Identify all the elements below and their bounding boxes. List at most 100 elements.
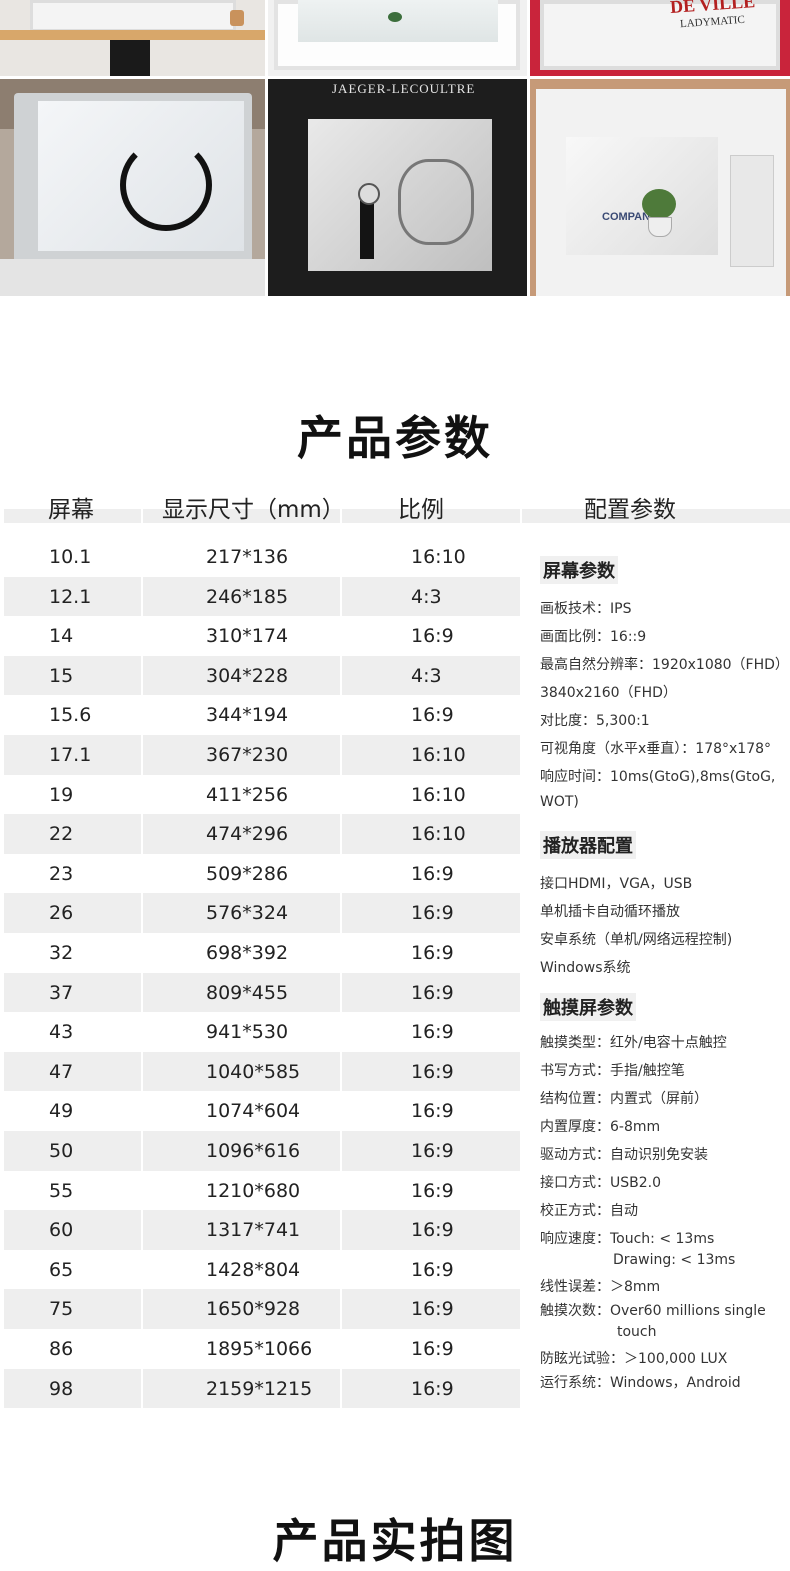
cell-screen: 75 [4,1289,141,1329]
table-row: 26 576*324 16:9 [4,893,520,933]
touch-param-line: 响应速度：Touch: < 13ms [540,1231,715,1247]
table-row: 10.1 217*136 16:10 [4,537,520,577]
cell-screen: 10.1 [49,546,92,568]
cell-size: 411*256 [206,783,289,806]
screen-param-line: 响应时间：10ms(GtoG),8ms(GtoG, [540,769,776,785]
cell-size: 809*455 [143,972,340,1013]
cell-screen: 55 [49,1179,74,1202]
cell-ratio: 16:10 [342,735,520,775]
cell-size: 474*296 [143,814,340,854]
table-row: 19 411*256 16:10 [4,775,520,815]
table-row: 37 809*455 16:9 [4,972,520,1013]
cell-screen: 19 [49,783,74,806]
cell-screen: 14 [49,625,74,648]
player-config-line: 单机插卡自动循环播放 [540,904,680,920]
touch-param-line: 运行系统：Windows，Android [540,1375,741,1391]
header-bar-col1 [4,509,141,523]
photo-bottom-middle: JAEGER-LECOULTRE [268,79,527,296]
header-bar-col4 [522,509,790,523]
touch-param-line: 结构位置：内置式（屏前） [540,1091,708,1107]
cell-size: 698*392 [206,942,289,964]
cell-size: 1428*804 [206,1258,301,1281]
screen-param-line: WOT) [540,794,579,810]
cell-ratio: 16:9 [342,1051,520,1092]
cell-ratio: 16:9 [342,893,520,933]
table-row: 50 1096*616 16:9 [4,1131,520,1171]
table-row: 86 1895*1066 16:9 [4,1329,520,1369]
cell-ratio: 16:9 [411,704,454,727]
header-ratio: 比例 [398,497,444,523]
cell-screen: 65 [49,1258,74,1281]
cell-ratio: 16:9 [342,972,520,1013]
touch-param-line: 线性误差：＞8mm [540,1279,661,1295]
header-bar-col3 [342,509,520,523]
cell-size: 1650*928 [143,1289,340,1329]
cell-ratio: 16:9 [411,1338,454,1360]
cell-ratio: 16:10 [342,814,520,854]
cell-ratio: 16:9 [411,1100,454,1123]
screen-params-heading: 屏幕参数 [540,556,618,584]
table-row: 14 310*174 16:9 [4,616,520,656]
cell-screen: 15.6 [49,704,92,727]
screen-param-line: 最高自然分辨率：1920x1080（FHD） [540,657,789,673]
cell-ratio: 16:9 [411,862,454,885]
table-row: 98 2159*1215 16:9 [4,1368,520,1409]
player-config-heading: 播放器配置 [540,831,636,859]
cell-ratio: 16:9 [411,1179,454,1202]
cell-ratio: 16:9 [411,625,454,648]
player-config-line: Windows系统 [540,960,631,976]
cell-size: 2159*1215 [143,1368,340,1409]
cell-ratio: 4:3 [342,576,520,617]
header-size: 显示尺寸（mm） [162,497,345,523]
table-row: 43 941*530 16:9 [4,1012,520,1052]
cell-screen: 86 [49,1338,74,1360]
cell-size: 1210*680 [206,1179,301,1202]
photo-bottom-right: COMPANY [530,79,790,296]
cell-ratio: 16:9 [342,1210,520,1250]
cell-size: 1040*585 [143,1051,340,1092]
params-section-title: 产品参数 [297,411,493,465]
header-config: 配置参数 [584,497,676,523]
product-photo-grid: DE VILLE LADYMATIC JAEGER-LECOULTRE COMP… [0,0,790,296]
cell-size: 1895*1066 [206,1338,313,1360]
table-row: 32 698*392 16:9 [4,933,520,973]
table-row: 75 1650*928 16:9 [4,1289,520,1329]
cell-screen: 50 [4,1131,141,1171]
touch-param-line: 书写方式：手指/触控笔 [540,1063,685,1079]
player-config-line: 接口HDMI，VGA，USB [540,876,693,892]
photo-top-right: DE VILLE LADYMATIC [530,0,790,76]
brand-company-text: COMPANY [602,211,658,223]
touch-params-heading: 触摸屏参数 [540,993,636,1021]
touch-param-line: 校正方式：自动 [540,1203,638,1219]
cell-size: 941*530 [206,1021,289,1044]
cell-screen: 60 [4,1210,141,1250]
cell-screen: 26 [4,893,141,933]
cell-ratio: 4:3 [342,655,520,696]
cell-size: 217*136 [206,546,289,568]
touch-param-line: Drawing: < 13ms [613,1252,736,1268]
table-row: 47 1040*585 16:9 [4,1051,520,1092]
touch-param-line: 防眩光试验：＞100,000 LUX [540,1351,728,1367]
photo-bottom-left [0,79,265,296]
table-row: 60 1317*741 16:9 [4,1210,520,1250]
cell-screen: 47 [4,1051,141,1092]
gallery-section-title: 产品实拍图 [272,1514,518,1568]
player-config-line: 安卓系统（单机/网络远程控制) [540,932,733,948]
cell-ratio: 16:9 [342,1289,520,1329]
cell-ratio: 16:9 [411,1258,454,1281]
cell-ratio: 16:9 [342,1368,520,1409]
table-row: 15 304*228 4:3 [4,655,520,696]
header-screen: 屏幕 [48,497,94,523]
cell-screen: 98 [4,1368,141,1409]
cell-size: 576*324 [143,893,340,933]
cell-size: 1074*604 [206,1100,301,1123]
cell-size: 1096*616 [143,1131,340,1171]
screen-param-line: 画板技术：IPS [540,601,632,617]
table-row: 15.6 344*194 16:9 [4,695,520,735]
cell-size: 1317*741 [143,1210,340,1250]
cell-screen: 49 [49,1100,74,1123]
screen-param-line: 可视角度（水平x垂直）：178°x178° [540,741,772,757]
cell-screen: 37 [4,972,141,1013]
cell-screen: 23 [49,862,74,885]
cell-size: 367*230 [143,735,340,775]
